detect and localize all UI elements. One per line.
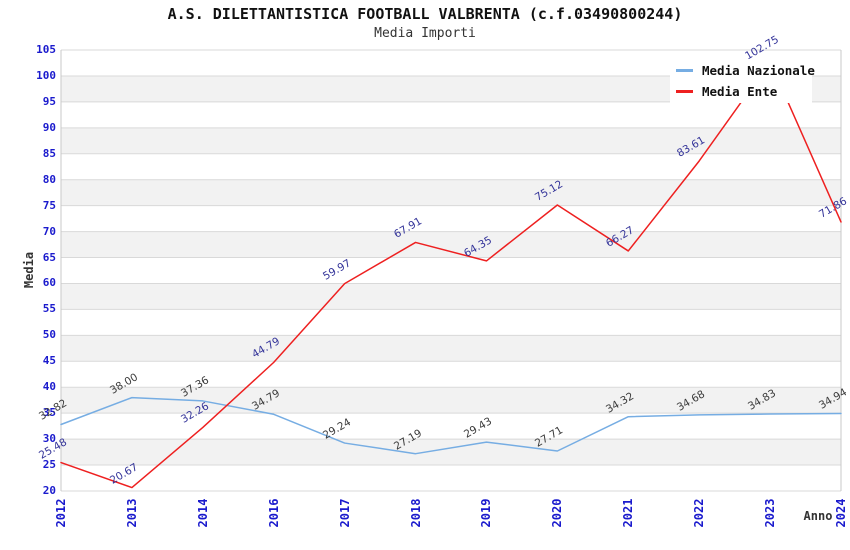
y-tick-label: 25 bbox=[42, 458, 56, 472]
y-tick-label: 60 bbox=[42, 276, 56, 290]
y-tick-label: 65 bbox=[42, 250, 56, 264]
y-tick-label: 30 bbox=[42, 432, 56, 446]
y-tick-label: 20 bbox=[42, 484, 56, 497]
legend: Media Nazionale Media Ente bbox=[670, 59, 815, 103]
chart-title: A.S. DILETTANTISTICA FOOTBALL VALBRENTA … bbox=[167, 5, 683, 23]
grid-band bbox=[61, 127, 841, 154]
x-tick-label: 2016 bbox=[266, 498, 281, 528]
legend-item-1: Media Ente bbox=[676, 83, 812, 100]
y-tick-label: 85 bbox=[42, 146, 56, 160]
x-tick-label: 2021 bbox=[621, 498, 636, 528]
grid-band bbox=[61, 335, 841, 362]
y-tick-label: 100 bbox=[36, 68, 56, 82]
y-tick-label: 55 bbox=[42, 302, 56, 316]
x-tick-label: 2020 bbox=[550, 498, 565, 528]
x-tick-label: 2019 bbox=[479, 498, 494, 528]
legend-marker-icon bbox=[676, 90, 693, 93]
x-tick-label: 2018 bbox=[408, 498, 423, 528]
x-tick-label: 2017 bbox=[337, 498, 352, 528]
y-tick-label: 70 bbox=[42, 224, 56, 238]
legend-label: Media Nazionale bbox=[702, 63, 815, 78]
grid-band bbox=[61, 439, 841, 466]
y-tick-label: 45 bbox=[42, 354, 56, 368]
legend-item-0: Media Nazionale bbox=[676, 62, 815, 79]
grid-band bbox=[61, 179, 841, 206]
legend-label: Media Ente bbox=[702, 84, 778, 99]
y-tick-label: 75 bbox=[42, 198, 56, 212]
y-tick-label: 40 bbox=[42, 380, 56, 394]
grid-band bbox=[61, 231, 841, 258]
y-tick-label: 90 bbox=[42, 120, 56, 134]
x-tick-label: 2012 bbox=[54, 498, 68, 528]
x-tick-label: 2013 bbox=[124, 498, 139, 528]
y-tick-label: 95 bbox=[42, 94, 56, 108]
y-tick-label: 35 bbox=[42, 406, 56, 420]
x-tick-label: 2014 bbox=[195, 498, 210, 528]
legend-marker-icon bbox=[676, 69, 693, 72]
y-tick-label: 50 bbox=[42, 328, 56, 342]
grid-band bbox=[61, 283, 841, 310]
x-tick-label: 2022 bbox=[692, 498, 707, 528]
y-tick-label: 105 bbox=[36, 43, 56, 56]
chart-subtitle: Media Importi bbox=[374, 26, 476, 41]
x-tick-label: 2024 bbox=[834, 498, 848, 528]
y-tick-label: 80 bbox=[42, 172, 56, 186]
x-axis-title: Anno bbox=[803, 509, 833, 523]
series-line-1 bbox=[60, 60, 842, 489]
x-tick-label: 2023 bbox=[763, 498, 778, 528]
series-line-0 bbox=[60, 396, 842, 455]
